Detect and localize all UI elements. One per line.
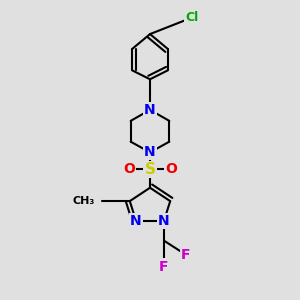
- Text: N: N: [144, 146, 156, 159]
- Text: CH₃: CH₃: [73, 196, 95, 206]
- Text: Cl: Cl: [185, 11, 198, 24]
- Text: N: N: [130, 214, 142, 228]
- Text: S: S: [145, 162, 155, 177]
- Text: N: N: [144, 103, 156, 117]
- Text: F: F: [159, 260, 169, 274]
- Text: O: O: [165, 162, 177, 176]
- Text: N: N: [158, 214, 170, 228]
- Text: O: O: [123, 162, 135, 176]
- Text: F: F: [181, 248, 190, 262]
